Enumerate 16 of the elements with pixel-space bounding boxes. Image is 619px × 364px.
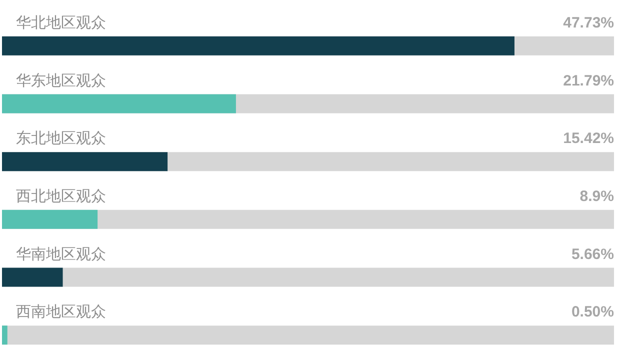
data-label: 21.79% — [563, 72, 614, 90]
y-tick-label: 西南地区观众 — [16, 302, 106, 321]
data-label: 8.9% — [580, 188, 614, 205]
data-label: 5.66% — [571, 246, 614, 263]
y-tick-label: 华北地区观众 — [16, 13, 106, 32]
y-tick-label: 东北地区观众 — [16, 129, 106, 148]
bar — [2, 268, 63, 287]
data-label: 15.42% — [563, 130, 614, 148]
data-label: 47.73% — [563, 14, 614, 32]
bar — [2, 326, 8, 345]
y-tick-label: 西北地区观众 — [16, 186, 106, 205]
y-tick-label: 华东地区观众 — [16, 71, 106, 90]
y-tick-label: 华南地区观众 — [16, 244, 106, 263]
bar — [2, 210, 98, 229]
bar — [2, 152, 168, 172]
data-label: 0.50% — [571, 304, 614, 321]
